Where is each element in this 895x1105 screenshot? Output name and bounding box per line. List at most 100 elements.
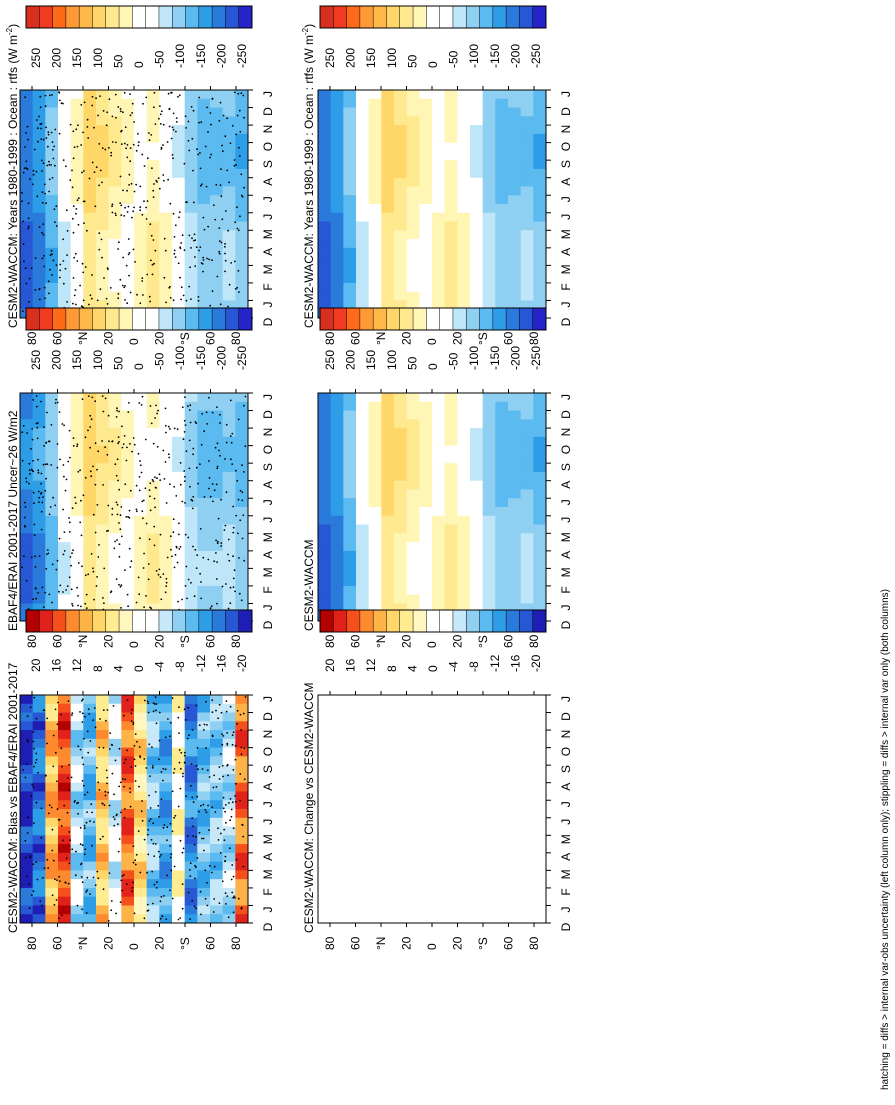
heatmap-cell — [444, 524, 458, 534]
stipple-dot — [227, 607, 230, 610]
stipple-dot — [224, 871, 227, 873]
stipple-dot — [173, 865, 176, 868]
heatmap-cell — [58, 160, 72, 170]
heatmap-cell — [70, 852, 84, 863]
stipple-dot — [149, 495, 151, 498]
heatmap-cell — [482, 436, 496, 447]
stipple-dot — [134, 765, 137, 767]
stipple-dot — [184, 115, 187, 118]
colorbar-swatch — [198, 308, 213, 330]
stipple-dot — [118, 838, 121, 840]
stipple-dot — [180, 751, 183, 754]
stipple-dot — [105, 769, 108, 772]
heatmap-cell — [32, 756, 46, 766]
heatmap-cell — [457, 247, 471, 258]
stipple-dot — [133, 758, 136, 761]
heatmap-cell — [70, 230, 84, 240]
stipple-dot — [235, 858, 238, 861]
stipple-dot — [135, 149, 138, 152]
heatmap-cell — [444, 454, 458, 464]
colorbar-swatch — [333, 308, 347, 330]
heatmap-cell — [58, 870, 72, 880]
heatmap-cell — [83, 239, 97, 249]
stipple-dot — [127, 253, 130, 256]
stipple-dot — [75, 208, 78, 210]
heatmap-cell — [508, 550, 522, 561]
heatmap-cell — [134, 585, 148, 596]
heatmap-cell — [32, 765, 46, 775]
heatmap-cell — [20, 524, 34, 534]
heatmap-cell — [222, 116, 236, 126]
heatmap-cell — [58, 747, 72, 757]
heatmap-cell — [419, 568, 433, 578]
heatmap-cell — [235, 454, 249, 464]
stipple-dot — [54, 128, 57, 131]
stipple-dot — [44, 94, 47, 97]
stipple-dot — [62, 839, 64, 842]
stipple-dot — [91, 274, 93, 276]
heatmap-cell — [146, 765, 160, 775]
heatmap-cell — [58, 410, 72, 420]
heatmap-cell — [343, 212, 357, 222]
colorbar-frame — [25, 307, 253, 331]
heatmap-cell — [32, 428, 46, 438]
heatmap-cell — [70, 703, 84, 713]
heatmap-cell — [184, 603, 198, 613]
heatmap-cell — [495, 230, 509, 240]
stipple-dot — [131, 216, 133, 219]
heatmap-cell — [108, 577, 122, 587]
heatmap-cell — [83, 133, 97, 144]
heatmap-cell — [134, 436, 148, 447]
heatmap-cell — [235, 870, 249, 880]
heatmap-cell — [432, 401, 446, 411]
stipple-dot — [158, 473, 161, 476]
colorbar-label: -12 — [194, 654, 208, 672]
stipple-dot — [124, 483, 127, 486]
stipple-dot — [58, 917, 60, 920]
heatmap-cell — [70, 585, 84, 596]
stipple-dot — [127, 402, 130, 404]
stipple-dot — [123, 91, 126, 94]
heatmap-cell — [184, 826, 198, 836]
heatmap-cell — [58, 195, 72, 205]
heatmap-cell — [197, 773, 211, 784]
heatmap-cell — [121, 542, 135, 552]
stipple-dot — [25, 167, 28, 170]
stipple-dot — [188, 467, 191, 470]
stipple-dot — [165, 301, 168, 304]
heatmap-cell — [159, 212, 173, 222]
stipple-dot — [76, 260, 79, 262]
heatmap-cell — [83, 773, 97, 784]
stipple-dot — [51, 601, 53, 604]
heatmap-cell — [134, 542, 148, 552]
heatmap-cell — [381, 300, 395, 310]
heatmap-cell — [172, 239, 186, 249]
stipple-dot — [103, 277, 105, 279]
month-tick-label: A — [261, 248, 275, 256]
heatmap-cell — [444, 247, 458, 258]
stipple-dot — [99, 169, 102, 172]
stipple-dot — [67, 789, 70, 791]
heatmap-cell — [96, 870, 110, 880]
heatmap-cell — [318, 463, 332, 473]
heatmap-cell — [210, 168, 224, 179]
heatmap-cell — [495, 489, 509, 499]
stipple-dot — [80, 876, 83, 878]
heatmap-cell — [520, 195, 534, 205]
heatmap-cell — [121, 533, 135, 543]
stipple-dot — [194, 256, 196, 258]
heatmap-cell — [83, 212, 97, 222]
heatmap-cell — [108, 177, 122, 187]
stipple-dot — [113, 824, 116, 827]
stipple-dot — [68, 576, 71, 579]
heatmap-cell — [508, 282, 522, 293]
colorbar-swatch — [386, 6, 401, 28]
stipple-dot — [219, 303, 222, 306]
heatmap-cell — [419, 256, 433, 266]
heatmap-cell — [96, 168, 110, 179]
stipple-dot — [149, 807, 152, 809]
heatmap-cell — [146, 498, 160, 508]
stipple-dot — [170, 548, 172, 551]
stipple-dot — [192, 109, 195, 112]
stipple-dot — [221, 733, 223, 735]
